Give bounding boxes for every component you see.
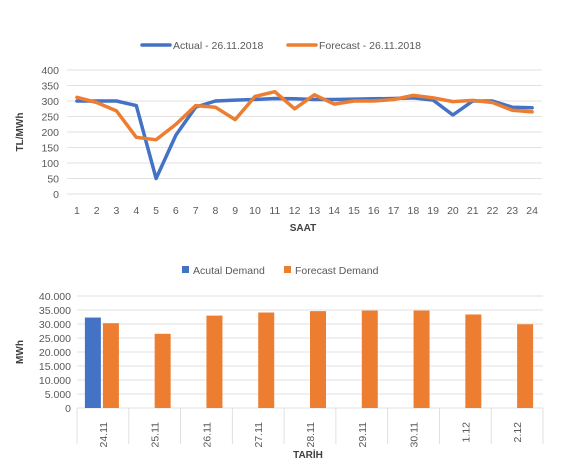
chart2-x-tick-labels: 24.11 25.11 26.11 27.11 28.11 29.11 30.11 1.12 2… — [98, 422, 524, 448]
x-tick-label: 13 — [309, 205, 321, 217]
forecast-demand-bar — [465, 314, 481, 408]
x-tick-label: 15 — [348, 205, 360, 217]
hourly-price-line-chart: Actual - 26.11.2018 Forecast - 26.11.201… — [0, 0, 573, 240]
y-tick-label: 250 — [41, 112, 59, 124]
x-tick-label: 9 — [232, 205, 238, 217]
y-tick-label: 0 — [53, 189, 59, 201]
y-tick-label: 5.000 — [45, 389, 71, 401]
y-tick-label: 40.000 — [39, 291, 71, 303]
chart1-legend: Actual - 26.11.2018 Forecast - 26.11.201… — [142, 40, 421, 52]
y-tick-label: 10.000 — [39, 375, 71, 387]
chart2-y-axis-title: MWh — [15, 340, 26, 364]
x-tick-label: 2 — [94, 205, 100, 217]
legend-label-actual: Actual - 26.11.2018 — [173, 40, 263, 52]
chart2-bars — [85, 311, 533, 408]
chart1-gridlines — [67, 70, 542, 194]
y-tick-label: 100 — [41, 158, 59, 170]
legend-swatch-actual-demand — [182, 266, 189, 273]
y-tick-label: 300 — [41, 96, 59, 108]
y-tick-label: 35.000 — [39, 305, 71, 317]
legend-label-actual-demand: Acutal Demand — [193, 265, 265, 277]
chart1-series-lines — [77, 92, 532, 179]
forecast-demand-bar — [155, 334, 171, 408]
forecast-demand-bar — [362, 311, 378, 408]
legend-label-forecast-demand: Forecast Demand — [295, 265, 379, 277]
legend-label-forecast: Forecast - 26.11.2018 — [319, 40, 421, 52]
y-tick-label: 400 — [41, 65, 59, 77]
chart1-x-tick-labels: 1 2 3 4 5 6 7 8 9 10 11 12 13 14 15 16 17 18 19 20 21 22 23 24 — [74, 205, 538, 217]
x-tick-label: 21 — [467, 205, 479, 217]
forecast-demand-bar — [206, 316, 222, 408]
x-tick-label: 23 — [506, 205, 518, 217]
chart2-y-tick-labels: 0 5.000 10.000 15.000 20.000 25.000 30.000 35.0… — [39, 291, 71, 415]
y-tick-label: 25.000 — [39, 333, 71, 345]
x-tick-label: 22 — [487, 205, 499, 217]
x-tick-label: 7 — [193, 205, 199, 217]
y-tick-label: 0 — [65, 403, 71, 415]
x-tick-label: 26.11 — [201, 422, 213, 448]
x-tick-label: 20 — [447, 205, 459, 217]
y-tick-label: 200 — [41, 127, 59, 139]
x-tick-label: 28.11 — [305, 422, 317, 448]
x-tick-label: 1.12 — [460, 422, 472, 443]
y-tick-label: 350 — [41, 81, 59, 93]
x-tick-label: 25.11 — [150, 422, 162, 448]
x-tick-label: 16 — [368, 205, 380, 217]
x-tick-label: 14 — [328, 205, 340, 217]
x-tick-label: 19 — [427, 205, 439, 217]
x-tick-label: 8 — [213, 205, 219, 217]
legend-swatch-forecast-demand — [284, 266, 291, 273]
x-tick-label: 2.12 — [512, 422, 524, 443]
chart2-legend: Acutal Demand Forecast Demand — [182, 265, 379, 277]
x-tick-label: 17 — [388, 205, 400, 217]
x-tick-label: 24.11 — [98, 422, 110, 448]
x-tick-label: 10 — [249, 205, 261, 217]
chart1-y-tick-labels: 0 50 100 150 200 250 300 350 400 — [41, 65, 59, 201]
y-tick-label: 15.000 — [39, 361, 71, 373]
y-tick-label: 50 — [47, 174, 59, 186]
x-tick-label: 5 — [153, 205, 159, 217]
x-tick-label: 24 — [526, 205, 538, 217]
x-tick-label: 1 — [74, 205, 80, 217]
x-tick-label: 3 — [114, 205, 120, 217]
forecast-demand-bar — [414, 311, 430, 408]
y-tick-label: 30.000 — [39, 319, 71, 331]
chart1-y-axis-title: TL/MWh — [15, 113, 26, 152]
forecast-demand-bar — [517, 324, 533, 408]
chart1-x-axis-title: SAAT — [290, 223, 316, 234]
forecast-demand-bar — [258, 313, 274, 408]
y-tick-label: 150 — [41, 143, 59, 155]
x-tick-label: 11 — [269, 205, 280, 217]
x-tick-label: 27.11 — [253, 422, 265, 448]
chart2-x-axis-title: TARİH — [293, 448, 323, 461]
daily-demand-bar-chart: Acutal Demand Forecast Demand 0 5.000 10.0… — [0, 240, 573, 466]
forecast-demand-bar — [310, 311, 326, 408]
x-tick-label: 4 — [133, 205, 139, 217]
actual-demand-bar — [85, 318, 101, 408]
x-tick-label: 30.11 — [409, 422, 421, 448]
forecast-demand-bar — [103, 323, 119, 408]
y-tick-label: 20.000 — [39, 347, 71, 359]
x-tick-label: 29.11 — [357, 422, 369, 448]
x-tick-label: 18 — [408, 205, 420, 217]
x-tick-label: 6 — [173, 205, 179, 217]
x-tick-label: 12 — [289, 205, 301, 217]
